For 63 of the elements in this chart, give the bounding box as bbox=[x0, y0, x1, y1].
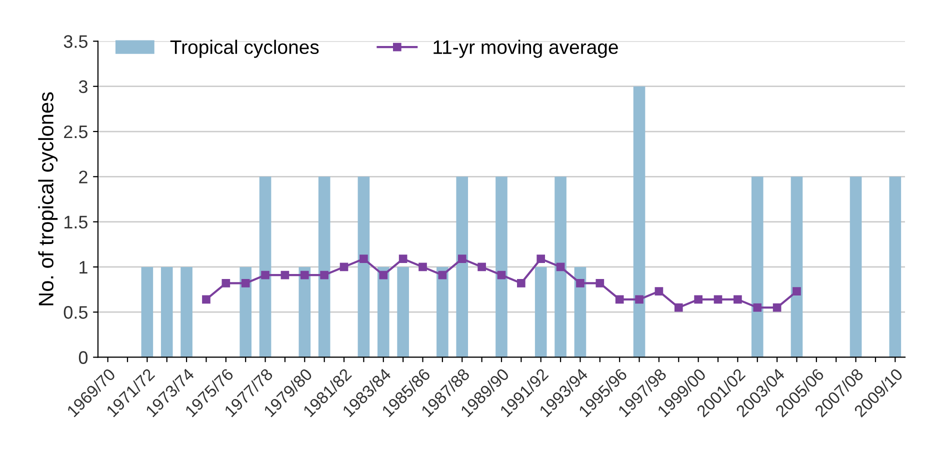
y-axis-title: No. of tropical cyclones bbox=[38, 92, 58, 306]
point bbox=[222, 279, 230, 288]
point bbox=[694, 295, 702, 304]
y-tick-label: 0.5 bbox=[64, 306, 88, 319]
point bbox=[615, 295, 624, 304]
y-tick-label: 1.5 bbox=[64, 216, 88, 229]
point bbox=[576, 279, 584, 288]
bar bbox=[850, 176, 862, 358]
bar bbox=[397, 266, 409, 358]
y-tick-label: 2 bbox=[79, 170, 88, 184]
point bbox=[241, 279, 250, 288]
point bbox=[792, 287, 801, 296]
y-tick-label: 0 bbox=[78, 351, 88, 364]
legend-label: 11-yr moving average bbox=[434, 40, 618, 58]
point bbox=[674, 303, 683, 312]
point bbox=[654, 287, 664, 296]
point bbox=[418, 262, 427, 272]
point bbox=[517, 279, 526, 288]
point bbox=[734, 295, 742, 304]
bar bbox=[534, 266, 547, 358]
point bbox=[438, 270, 447, 280]
point bbox=[320, 270, 328, 280]
bar bbox=[180, 266, 192, 358]
bar bbox=[259, 176, 272, 358]
bar bbox=[318, 176, 330, 358]
y-tick-label: 3.5 bbox=[64, 35, 88, 48]
point bbox=[714, 295, 722, 304]
point bbox=[596, 279, 604, 288]
point bbox=[261, 270, 270, 280]
point bbox=[497, 270, 506, 280]
point bbox=[753, 303, 762, 312]
bar bbox=[889, 176, 902, 358]
bar bbox=[240, 266, 252, 358]
point bbox=[379, 270, 388, 280]
y-tick-label: 1 bbox=[80, 261, 88, 274]
legend-label: Tropical cyclones bbox=[170, 40, 319, 58]
bar bbox=[436, 266, 448, 358]
bar bbox=[574, 266, 586, 358]
point bbox=[772, 303, 782, 312]
point bbox=[635, 295, 644, 304]
bar bbox=[160, 266, 173, 358]
point bbox=[478, 262, 486, 272]
bar bbox=[751, 176, 764, 358]
point bbox=[536, 254, 546, 263]
bar bbox=[496, 176, 508, 358]
bar bbox=[358, 176, 370, 358]
point bbox=[398, 254, 408, 263]
point bbox=[340, 262, 348, 272]
point bbox=[360, 254, 368, 263]
bar bbox=[377, 266, 390, 358]
bar bbox=[790, 176, 803, 358]
point bbox=[556, 262, 565, 272]
point bbox=[202, 295, 210, 304]
bar bbox=[633, 86, 646, 358]
bar bbox=[141, 266, 154, 358]
bar bbox=[554, 176, 566, 358]
y-tick-label: 2.5 bbox=[64, 125, 88, 138]
point bbox=[300, 270, 309, 280]
point bbox=[458, 254, 466, 263]
bar bbox=[298, 266, 311, 358]
bar bbox=[456, 176, 468, 358]
y-tick-label: 3 bbox=[78, 80, 88, 94]
point bbox=[280, 270, 290, 280]
